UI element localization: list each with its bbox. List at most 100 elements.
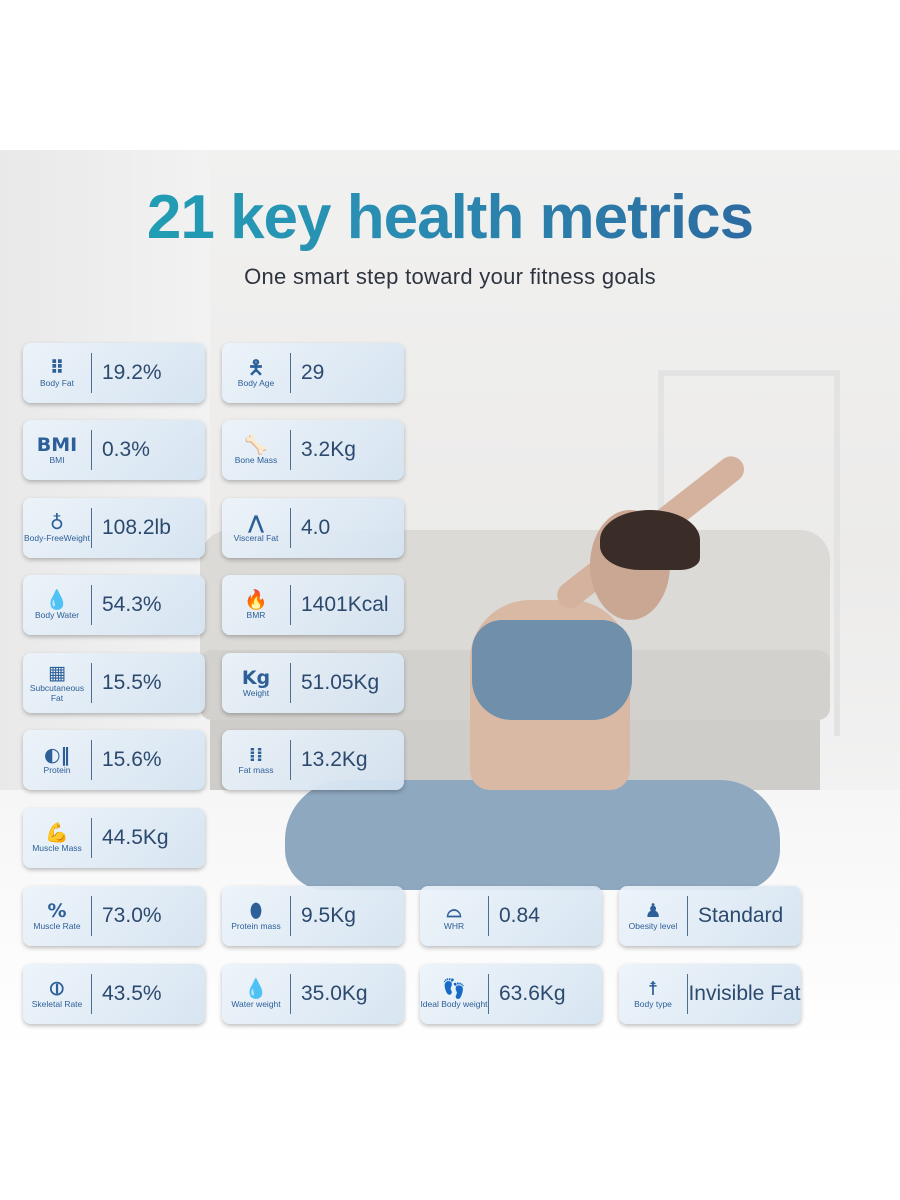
- metric-icon-area: ▦ Subcutaneous Fat: [23, 653, 91, 713]
- metric-value: Standard: [698, 904, 784, 927]
- metric-card: ⁞⁞ Fat mass 13.2Kg: [222, 730, 404, 790]
- metric-icon-area: ♁ Body-FreeWeight: [23, 498, 91, 558]
- metric-card: ♟ Obesity level Standard: [619, 886, 801, 946]
- metric-card: 🔥 BMR 1401Kcal: [222, 575, 404, 635]
- metric-value: 73.0%: [102, 904, 162, 927]
- metric-icon-area: ☨ Body type: [619, 964, 687, 1024]
- metric-value: 15.5%: [102, 671, 162, 694]
- lungs-icon: ⋀: [247, 512, 264, 534]
- divider: [91, 818, 92, 858]
- person-icon: 🯅: [247, 357, 265, 379]
- metric-label: Body Age: [237, 378, 275, 388]
- metric-icon-area: ◐‖ Protein: [23, 730, 91, 790]
- metric-value: 54.3%: [102, 593, 162, 616]
- fat-mass-icon: ⁞⁞: [248, 744, 264, 766]
- divider: [91, 740, 92, 780]
- divider: [488, 896, 489, 936]
- divider: [91, 430, 92, 470]
- divider: [488, 974, 489, 1014]
- metric-label: Weight: [242, 688, 270, 698]
- metric-card: ⋀ Visceral Fat 4.0: [222, 498, 404, 558]
- metric-label: Body Water: [34, 610, 80, 620]
- person-on-scale-icon: ♁: [50, 512, 64, 534]
- metric-value: 13.2Kg: [301, 748, 368, 771]
- muscle-arm-icon: 💪: [45, 822, 69, 844]
- metric-icon-area: Kg Weight: [222, 653, 290, 713]
- metric-label: Body-FreeWeight: [24, 533, 90, 543]
- divider: [290, 974, 291, 1014]
- metric-label: BMI: [49, 455, 65, 465]
- metric-icon-area: ⬮ Protein mass: [222, 886, 290, 946]
- divider: [687, 896, 688, 936]
- metric-icon-area: BMI BMI: [23, 420, 91, 480]
- metric-icon-area: 🔥 BMR: [222, 575, 290, 635]
- footprints-icon: 👣: [442, 978, 466, 1000]
- metric-card: BMI BMI 0.3%: [23, 420, 205, 480]
- protein-icon: ◐‖: [43, 744, 71, 766]
- metric-icon-area: ⁞⁞ Fat mass: [222, 730, 290, 790]
- metric-label: BMR: [246, 610, 266, 620]
- metric-value: 0.84: [499, 904, 540, 927]
- metric-icon-area: 🯅 Body Age: [222, 343, 290, 403]
- divider: [290, 896, 291, 936]
- page-subtitle: One smart step toward your fitness goals: [244, 264, 656, 289]
- metric-value: 1401Kcal: [301, 593, 389, 616]
- metric-icon-area: ⠿ Body Fat: [23, 343, 91, 403]
- bone-joint-icon: ⦶: [50, 978, 64, 1000]
- woman-legs: [285, 780, 780, 890]
- woman-hair: [600, 510, 700, 570]
- metric-value: 4.0: [301, 516, 331, 539]
- divider: [290, 585, 291, 625]
- metric-card: Kg Weight 51.05Kg: [222, 653, 404, 713]
- metric-card: ◐‖ Protein 15.6%: [23, 730, 205, 790]
- metric-icon-area: 💧 Water weight: [222, 964, 290, 1024]
- metric-value: 44.5Kg: [102, 826, 169, 849]
- metric-label: Muscle Mass: [32, 843, 82, 853]
- metric-label: Muscle Rate: [33, 921, 81, 931]
- flame-icon: 🔥: [244, 589, 268, 611]
- kettlebell-weight-icon: Kg: [241, 667, 271, 689]
- dots-grid-icon: ⠿: [49, 357, 65, 379]
- metric-icon-area: 💪 Muscle Mass: [23, 808, 91, 868]
- divider: [91, 353, 92, 393]
- metric-card: 🯅 Body Age 29: [222, 343, 404, 403]
- metric-card: ⌓ WHR 0.84: [420, 886, 602, 946]
- body-type-icon: ☨: [647, 978, 659, 1000]
- metric-label: Visceral Fat: [233, 533, 279, 543]
- metric-icon-area: 💧 Body Water: [23, 575, 91, 635]
- divider: [290, 353, 291, 393]
- divider: [290, 663, 291, 703]
- metric-card: ☨ Body type Invisible Fat: [619, 964, 801, 1024]
- metric-label: Obesity level: [628, 921, 678, 931]
- metric-value: 0.3%: [102, 438, 150, 461]
- metric-label: Protein: [43, 765, 71, 775]
- metric-label: Protein mass: [231, 921, 281, 931]
- metric-value: 51.05Kg: [301, 671, 380, 694]
- fat-layer-icon: ▦: [48, 662, 66, 684]
- divider: [91, 663, 92, 703]
- metric-icon-area: ⦶ Skeletal Rate: [23, 964, 91, 1024]
- metric-value: Invisible Fat: [688, 982, 801, 1005]
- water-drop-icon: 💧: [45, 589, 69, 611]
- metric-card: 👣 Ideal Body weight 63.6Kg: [420, 964, 602, 1024]
- metric-value: 9.5Kg: [301, 904, 356, 927]
- metric-value: 19.2%: [102, 361, 162, 384]
- metric-icon-area: % Muscle Rate: [23, 886, 91, 946]
- metric-card: ▦ Subcutaneous Fat 15.5%: [23, 653, 205, 713]
- metric-card: 💧 Water weight 35.0Kg: [222, 964, 404, 1024]
- metric-label: WHR: [443, 921, 465, 931]
- waist-icon: ⌓: [446, 900, 462, 922]
- metric-icon-area: ⌓ WHR: [420, 886, 488, 946]
- bmi-text-icon: BMI: [36, 434, 78, 456]
- egg-icon: ⬮: [250, 900, 262, 922]
- metric-label: Body type: [634, 999, 672, 1009]
- water-drop-icon: 💧: [244, 978, 268, 1000]
- divider: [91, 508, 92, 548]
- metric-icon-area: ♟ Obesity level: [619, 886, 687, 946]
- metric-label: Water weight: [231, 999, 281, 1009]
- metric-card: 💪 Muscle Mass 44.5Kg: [23, 808, 205, 868]
- metric-card: 💧 Body Water 54.3%: [23, 575, 205, 635]
- metric-icon-area: 👣 Ideal Body weight: [420, 964, 488, 1024]
- page-title: 21 key health metrics: [0, 182, 900, 253]
- metric-card: ⠿ Body Fat 19.2%: [23, 343, 205, 403]
